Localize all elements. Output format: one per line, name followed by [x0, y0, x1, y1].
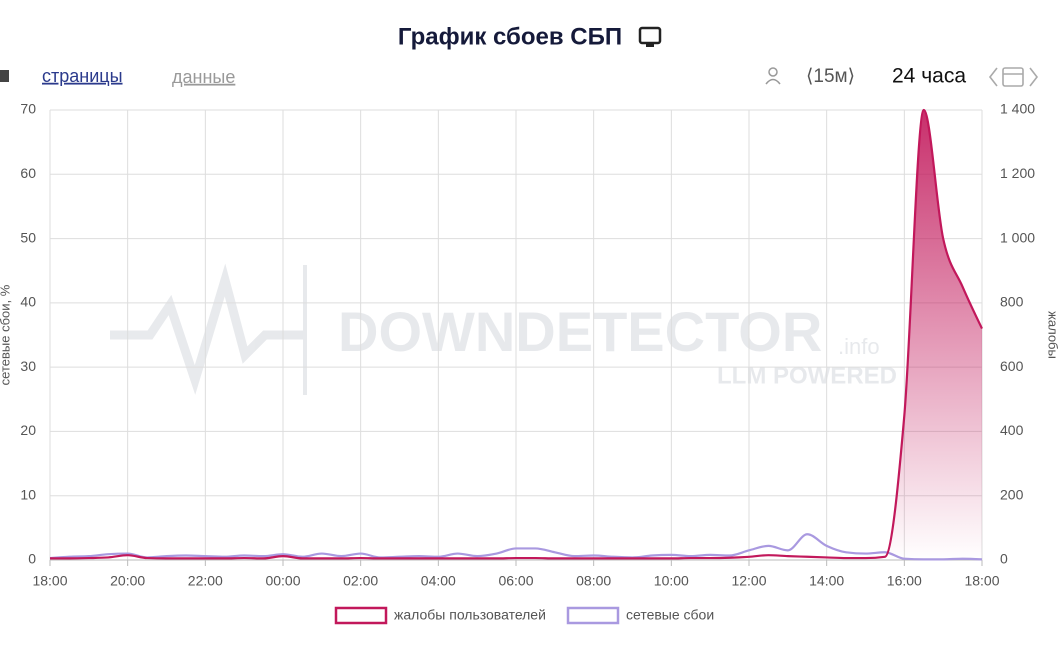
y2-tick-label: 0	[1000, 551, 1008, 567]
watermark-suffix: .info	[838, 334, 880, 359]
y-tick-label: 30	[20, 358, 36, 374]
series-line	[49, 108, 983, 560]
x-tick-label: 20:00	[110, 573, 145, 589]
watermark: DOWNDETECTOR .info LLM POWERED	[110, 263, 897, 395]
legend-swatch	[566, 606, 620, 625]
user-icon[interactable]	[765, 67, 781, 85]
y2-tick-label: 600	[1000, 358, 1024, 374]
tab-data[interactable]: данные	[172, 67, 235, 87]
y-tick-label: 70	[20, 101, 36, 117]
interval[interactable]: ⟨15м⟩	[806, 66, 855, 87]
legend-label: жалобы пользователей	[394, 607, 546, 623]
x-tick-label: 12:00	[731, 573, 766, 589]
y2-axis-title: жалобы	[1046, 311, 1058, 359]
calendar-nav[interactable]	[988, 67, 1039, 87]
x-tick-label: 00:00	[265, 573, 300, 589]
y2-tick-label: 1 200	[1000, 165, 1035, 181]
x-tick-label: 02:00	[343, 573, 378, 589]
watermark-tagline: LLM POWERED	[717, 362, 897, 389]
y-tick-label: 50	[20, 229, 36, 245]
y-tick-label: 0	[28, 551, 36, 567]
x-tick-label: 18:00	[32, 573, 67, 589]
x-tick-label: 10:00	[654, 573, 689, 589]
x-tick-label: 04:00	[421, 573, 456, 589]
x-tick-label: 14:00	[809, 573, 844, 589]
legend-label: сетевые сбои	[626, 607, 714, 623]
y2-tick-label: 800	[1000, 294, 1024, 310]
y-tick-label: 10	[20, 486, 36, 502]
x-tick-label: 06:00	[498, 573, 533, 589]
y-axis-title: сетевые сбои, %	[0, 284, 12, 385]
series-line	[49, 533, 983, 561]
x-tick-label: 22:00	[188, 573, 223, 589]
y2-tick-label: 200	[1000, 486, 1024, 502]
tab-pages[interactable]: страницы	[42, 66, 123, 86]
y-tick-label: 40	[20, 294, 36, 310]
x-tick-label: 08:00	[576, 573, 611, 589]
range[interactable]: 24 часа	[892, 65, 966, 88]
monitor-icon	[638, 26, 662, 47]
y2-tick-label: 1 000	[1000, 229, 1035, 245]
y2-tick-label: 1 400	[1000, 101, 1035, 117]
watermark-brand: DOWNDETECTOR	[338, 300, 822, 363]
x-tick-label: 16:00	[887, 573, 922, 589]
y-tick-label: 20	[20, 422, 36, 438]
camera-icon[interactable]	[0, 70, 9, 82]
y2-tick-label: 400	[1000, 422, 1024, 438]
y-tick-label: 60	[20, 165, 36, 181]
legend-swatch	[334, 606, 388, 625]
chart-title: График сбоев СБП	[398, 23, 622, 50]
x-tick-label: 18:00	[964, 573, 999, 589]
